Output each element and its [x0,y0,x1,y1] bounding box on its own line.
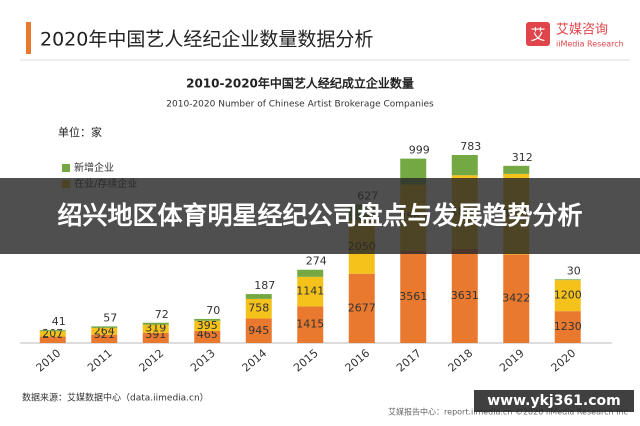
source: 数据来源：艾媒数据中心（data.iimedia.cn） [22,392,209,404]
bar-segment [39,336,66,343]
data-label: 30 [567,264,581,277]
data-label: 187 [254,279,275,292]
data-label: 758 [248,302,269,315]
banner-bg [0,178,640,254]
x-tick-label: 2017 [394,347,424,375]
bar-segment [194,330,221,343]
chart-title: 2010-2020年中国艺人经纪成立企业数量 [186,76,414,91]
logo-icon: 艾 [530,26,545,44]
logo-name: 艾媒咨询 [556,23,608,38]
bar-segment [503,254,530,343]
data-label: 312 [512,151,533,164]
bar-segment [297,276,324,307]
bar-segment [297,306,324,343]
logo-box [526,22,550,46]
bar-segment [245,298,272,319]
bar-segment [91,326,118,328]
bar-segment [400,250,427,343]
chart-subtitle: 2010-2020 Number of Chinese Artist Broke… [166,100,434,110]
bar-segment [91,327,118,335]
legend-label: 新增企业 [74,161,114,174]
bar-segment [554,279,581,281]
bar-segment [297,269,324,277]
bar-segment [142,324,169,333]
bar-segment [142,332,169,343]
data-label: 1230 [554,320,582,333]
bar-segment [554,311,581,343]
data-label: 41 [52,315,66,328]
data-label: 2677 [348,301,376,314]
data-label: 1141 [296,285,324,298]
bar-segment [451,155,478,176]
data-label: 1415 [296,318,324,331]
watermark: www.ykj361.com [487,393,621,409]
data-label: 57 [103,311,117,324]
unit: 单位：家 [58,125,102,139]
bar-segment [142,322,169,325]
x-tick-label: 2012 [137,347,167,375]
data-label: 945 [248,324,269,337]
data-label: 207 [42,327,63,340]
bar-segment [91,334,118,343]
header-title: 2020年中国艺人经纪企业数量数据分析 [40,29,373,51]
legend-swatch [62,164,70,172]
x-tick-label: 2018 [446,347,476,375]
data-label: 264 [94,324,115,337]
data-label: 70 [206,304,220,317]
title-accent [26,22,31,54]
data-label: 274 [306,255,327,268]
x-tick-label: 2019 [497,347,527,375]
x-tick-label: 2020 [549,347,579,375]
bar-segment [503,165,530,174]
data-label: 72 [155,308,169,321]
data-label: 3561 [399,290,427,303]
data-label: 1200 [554,289,582,302]
data-label: 465 [197,328,218,341]
x-tick-label: 2015 [291,347,321,375]
bar-segment [194,318,221,321]
data-label: 319 [145,322,166,335]
watermark-bg [474,390,634,412]
x-tick-label: 2016 [343,347,373,375]
data-label: 999 [409,144,430,157]
data-label: 395 [197,319,218,332]
bar-segment [245,294,272,299]
data-label: 3631 [451,289,479,302]
x-tick-label: 2014 [240,347,270,375]
bar-segment [39,330,66,332]
logo-sub: iiMedia Research [556,40,624,49]
data-label: 3422 [502,292,530,305]
bar-segment [194,320,221,331]
data-label: 783 [460,140,481,153]
bar-segment [451,249,478,343]
bar-segment [348,273,375,343]
bar-segment [245,318,272,343]
x-tick-label: 2013 [188,347,218,375]
banner-text: 绍兴地区体育明星经纪公司盘点与发展趋势分析 [57,201,582,230]
bar-segment [554,280,581,312]
bar-segment [39,331,66,337]
x-tick-label: 2011 [85,347,115,375]
x-tick-label: 2010 [34,347,64,375]
